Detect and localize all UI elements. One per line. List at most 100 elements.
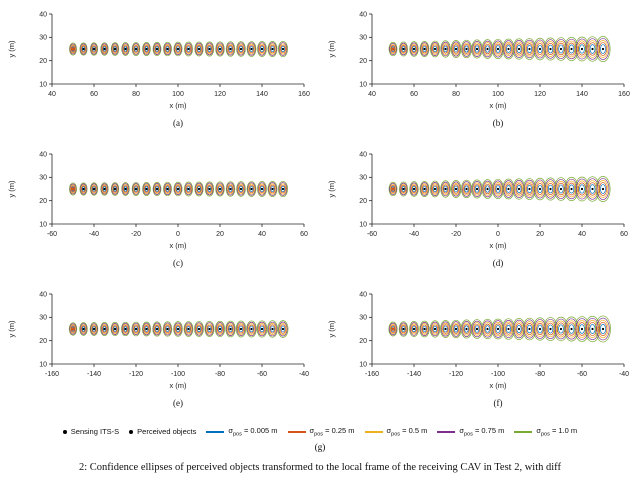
- object-marker: [412, 187, 416, 191]
- confidence-ellipse: [452, 182, 460, 196]
- confidence-ellipse: [596, 38, 610, 60]
- confidence-ellipse: [184, 41, 193, 57]
- confidence-ellipse: [473, 43, 481, 55]
- confidence-ellipse: [142, 42, 151, 56]
- object-marker: [239, 187, 243, 191]
- confidence-ellipse: [472, 181, 482, 197]
- object-marker: [124, 187, 127, 191]
- sensor-marker: [391, 47, 395, 51]
- object-marker: [465, 327, 468, 331]
- confidence-ellipse: [420, 182, 429, 196]
- confidence-ellipse: [206, 324, 213, 334]
- confidence-ellipse: [399, 42, 408, 56]
- object-marker: [402, 47, 405, 51]
- confidence-ellipse: [153, 322, 161, 336]
- object-marker: [113, 327, 117, 331]
- x-tick-label: -80: [535, 371, 545, 378]
- subplot-label: (e): [173, 398, 183, 408]
- y-tick-label: 40: [359, 11, 367, 18]
- confidence-ellipse: [91, 324, 97, 334]
- confidence-ellipse: [153, 43, 161, 55]
- confidence-ellipse: [533, 317, 547, 341]
- confidence-ellipse: [268, 42, 277, 56]
- confidence-ellipse: [473, 42, 481, 56]
- confidence-ellipse: [494, 323, 502, 335]
- confidence-ellipse: [554, 177, 568, 201]
- confidence-ellipse: [430, 40, 440, 58]
- confidence-ellipse: [92, 46, 96, 52]
- object-marker: [134, 47, 138, 51]
- legend-item-label: σpos = 1.0 m: [536, 426, 578, 438]
- confidence-ellipse: [574, 316, 590, 342]
- confidence-ellipse: [429, 320, 441, 338]
- confidence-ellipse: [579, 184, 585, 194]
- object-marker: [103, 47, 106, 51]
- confidence-ellipse: [411, 44, 417, 54]
- confidence-ellipse: [195, 323, 203, 335]
- confidence-ellipse: [420, 323, 429, 335]
- x-tick-label: -160: [45, 371, 59, 378]
- confidence-ellipse: [453, 44, 459, 54]
- x-axis-label: x (m): [489, 381, 507, 390]
- object-marker: [507, 187, 510, 191]
- confidence-ellipse: [204, 41, 215, 57]
- confidence-ellipse: [142, 183, 151, 195]
- confidence-ellipse: [482, 40, 493, 58]
- confidence-ellipse: [133, 45, 139, 53]
- confidence-ellipse: [195, 43, 203, 55]
- confidence-ellipse: [504, 41, 513, 57]
- object-marker: [402, 187, 405, 191]
- confidence-ellipse: [433, 45, 437, 53]
- y-tick-label: 10: [39, 361, 47, 368]
- confidence-ellipse: [422, 185, 427, 193]
- confidence-ellipse: [524, 321, 535, 337]
- confidence-ellipse: [131, 321, 141, 337]
- confidence-ellipse: [247, 42, 256, 56]
- confidence-ellipse: [142, 43, 151, 55]
- object-marker: [465, 187, 468, 191]
- object-marker: [134, 327, 138, 331]
- confidence-ellipse: [453, 184, 459, 194]
- confidence-ellipse: [473, 182, 481, 196]
- confidence-ellipse: [421, 43, 428, 55]
- confidence-ellipse: [92, 186, 96, 192]
- confidence-ellipse: [267, 181, 278, 197]
- y-axis-label: y (m): [7, 180, 16, 198]
- confidence-ellipse: [238, 324, 244, 334]
- object-marker: [444, 327, 447, 331]
- confidence-ellipse: [547, 184, 554, 194]
- confidence-ellipse: [248, 44, 255, 54]
- confidence-ellipse: [175, 45, 181, 53]
- confidence-ellipse: [91, 325, 97, 333]
- confidence-ellipse: [431, 323, 439, 335]
- confidence-ellipse: [420, 42, 429, 56]
- confidence-ellipse: [186, 46, 191, 52]
- confidence-ellipse: [102, 186, 107, 192]
- confidence-ellipse: [598, 321, 608, 337]
- confidence-ellipse: [113, 46, 117, 52]
- confidence-ellipse: [100, 323, 109, 335]
- object-marker: [549, 187, 552, 191]
- confidence-ellipse: [102, 326, 107, 332]
- subplot-label: (f): [494, 398, 503, 408]
- confidence-ellipse: [236, 41, 246, 57]
- confidence-ellipse: [411, 324, 417, 334]
- confidence-ellipse: [577, 322, 587, 336]
- object-marker: [454, 327, 458, 331]
- object-marker: [444, 187, 447, 191]
- confidence-ellipse: [248, 183, 255, 195]
- confidence-ellipse: [259, 324, 265, 334]
- confidence-ellipse: [431, 43, 439, 55]
- confidence-ellipse: [258, 43, 266, 55]
- confidence-ellipse: [495, 45, 501, 53]
- confidence-ellipse: [186, 185, 191, 193]
- confidence-ellipse: [441, 43, 450, 55]
- y-tick-label: 30: [359, 315, 367, 322]
- confidence-ellipse: [256, 320, 268, 338]
- object-marker: [486, 327, 489, 331]
- confidence-ellipse: [134, 46, 138, 52]
- confidence-ellipse: [194, 321, 204, 337]
- confidence-ellipse: [589, 184, 596, 194]
- confidence-ellipse: [399, 182, 408, 196]
